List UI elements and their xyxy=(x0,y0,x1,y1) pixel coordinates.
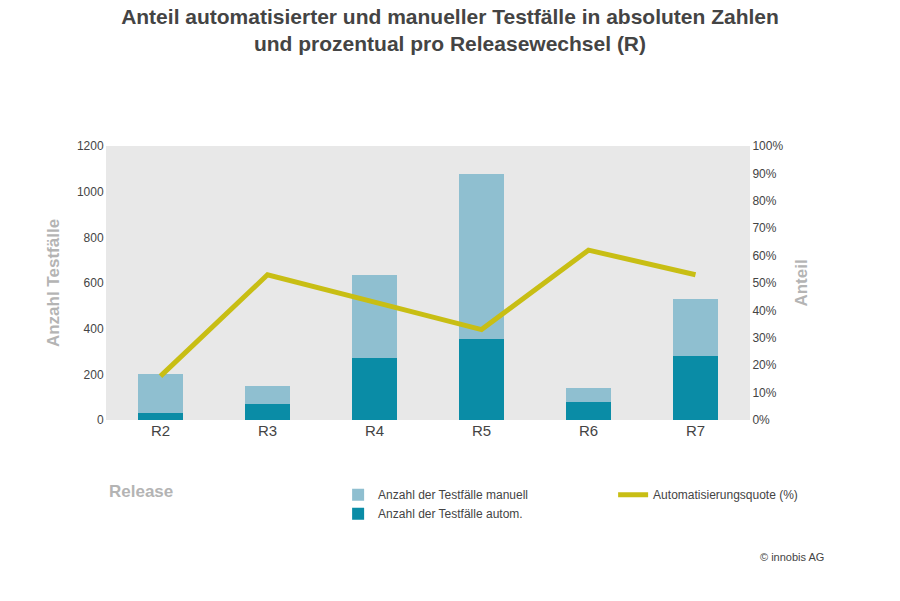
svg-text:200: 200 xyxy=(84,368,104,382)
svg-text:1200: 1200 xyxy=(77,139,104,153)
svg-text:600: 600 xyxy=(84,276,104,290)
svg-text:R6: R6 xyxy=(579,422,598,439)
svg-text:R3: R3 xyxy=(258,422,277,439)
svg-text:Anzahl der Testfälle manuell: Anzahl der Testfälle manuell xyxy=(378,488,528,502)
svg-text:Automatisierungsquote (%): Automatisierungsquote (%) xyxy=(653,488,798,502)
svg-text:Anteil: Anteil xyxy=(792,259,811,306)
svg-text:400: 400 xyxy=(84,322,104,336)
svg-text:90%: 90% xyxy=(752,167,776,181)
svg-text:Release: Release xyxy=(109,482,173,501)
svg-text:0: 0 xyxy=(97,413,104,427)
svg-text:80%: 80% xyxy=(752,194,776,208)
svg-text:Anzahl Testfälle: Anzahl Testfälle xyxy=(44,219,63,347)
svg-text:20%: 20% xyxy=(752,358,776,372)
svg-text:70%: 70% xyxy=(752,221,776,235)
svg-text:R5: R5 xyxy=(472,422,491,439)
svg-text:50%: 50% xyxy=(752,276,776,290)
svg-text:40%: 40% xyxy=(752,304,776,318)
svg-text:1000: 1000 xyxy=(77,185,104,199)
svg-text:R4: R4 xyxy=(365,422,384,439)
svg-text:0%: 0% xyxy=(752,413,770,427)
svg-text:10%: 10% xyxy=(752,386,776,400)
svg-text:Anteil automatisierter und man: Anteil automatisierter und manueller Tes… xyxy=(121,5,779,55)
svg-text:Anzahl der Testfälle autom.: Anzahl der Testfälle autom. xyxy=(378,507,523,521)
svg-text:© innobis AG: © innobis AG xyxy=(760,551,824,563)
svg-text:800: 800 xyxy=(84,231,104,245)
svg-text:30%: 30% xyxy=(752,331,776,345)
svg-text:R7: R7 xyxy=(686,422,705,439)
svg-text:R2: R2 xyxy=(151,422,170,439)
svg-text:100%: 100% xyxy=(752,139,783,153)
svg-text:60%: 60% xyxy=(752,249,776,263)
